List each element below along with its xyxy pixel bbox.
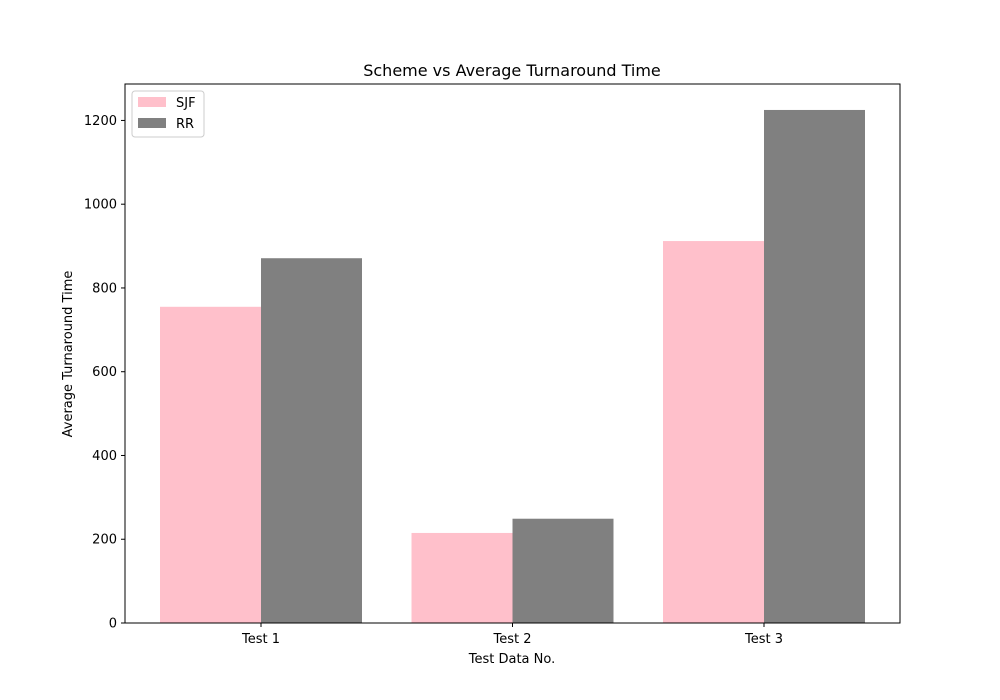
legend-swatch-sjf <box>138 97 166 107</box>
legend-label-sjf: SJF <box>176 96 196 111</box>
bar-rr-test-3 <box>764 109 865 623</box>
bar-sjf-test-2 <box>411 532 513 623</box>
legend-label-rr: RR <box>176 117 194 132</box>
plot-frame <box>124 83 901 624</box>
x-axis-label: Test Data No. <box>468 652 556 667</box>
x-tick-label: Test 2 <box>492 632 531 647</box>
y-tick-label: 600 <box>92 365 117 380</box>
legend-swatch-rr <box>138 118 166 128</box>
bar-sjf-test-1 <box>160 306 261 623</box>
legend: SJF RR <box>131 90 205 138</box>
x-tick-label: Test 3 <box>744 632 783 647</box>
y-axis-label: Average Turnaround Time <box>61 271 76 438</box>
bar-rr-test-1 <box>261 258 362 623</box>
bars-group <box>160 109 865 624</box>
ticks-group: Test 1 Test 2 Test 3 0 200 400 600 800 1000 1200 <box>84 114 783 647</box>
y-tick-label: 800 <box>92 281 117 296</box>
y-tick-label: 200 <box>92 533 117 548</box>
y-tick-label: 400 <box>92 449 117 464</box>
y-tick-label: 1200 <box>84 114 117 129</box>
y-tick-label: 0 <box>109 617 117 632</box>
bar-sjf-test-3 <box>663 241 764 624</box>
y-tick-label: 1000 <box>84 198 117 213</box>
x-tick-label: Test 1 <box>241 632 280 647</box>
bar-rr-test-2 <box>512 518 614 623</box>
chart-title: Scheme vs Average Turnaround Time <box>363 61 661 80</box>
